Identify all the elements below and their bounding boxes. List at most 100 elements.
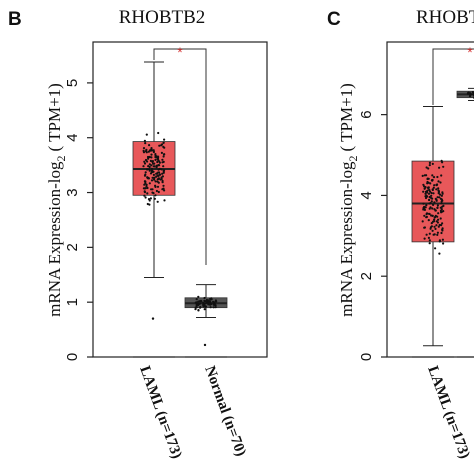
data-point	[152, 192, 155, 195]
data-point	[162, 141, 165, 144]
data-point	[154, 156, 157, 159]
data-point	[151, 171, 154, 174]
data-point	[432, 203, 435, 206]
data-point	[161, 175, 164, 178]
data-point	[148, 169, 151, 172]
y-tick-label-2: 2	[64, 243, 81, 251]
data-point	[161, 181, 164, 184]
x-category-label-0: LAML (n=173)	[136, 364, 184, 461]
panel-c-title: RHOBTB	[416, 7, 474, 28]
data-point	[157, 168, 160, 171]
data-point	[435, 224, 438, 227]
data-point-outlier	[203, 343, 207, 347]
data-point	[202, 304, 205, 307]
data-point	[161, 188, 164, 191]
data-point	[433, 201, 436, 204]
data-point	[431, 214, 434, 217]
data-point	[152, 173, 155, 176]
data-point	[197, 309, 200, 312]
data-point	[152, 149, 155, 152]
data-point	[149, 149, 152, 152]
data-point	[197, 295, 200, 298]
panel-letter-b: B	[8, 9, 22, 30]
data-point	[433, 233, 436, 236]
data-point	[197, 300, 200, 303]
y-tick-label-4: 4	[358, 191, 375, 199]
data-point	[431, 174, 434, 177]
data-point	[147, 150, 150, 153]
data-point	[207, 303, 210, 306]
data-point	[149, 159, 152, 162]
data-point	[163, 146, 166, 149]
panel-b: B RHOBTB2 mRNA Expression-log2 ( TPM+1) 0…	[8, 7, 268, 461]
data-point	[436, 175, 439, 179]
data-point	[162, 160, 165, 163]
data-point	[428, 164, 431, 167]
data-point	[157, 181, 160, 184]
data-point	[194, 306, 197, 309]
data-point	[439, 181, 442, 184]
data-point	[160, 144, 163, 147]
data-point	[441, 229, 444, 232]
data-point	[148, 182, 151, 185]
data-point	[146, 176, 149, 179]
data-point	[158, 144, 161, 147]
data-point	[143, 174, 147, 177]
data-point	[428, 207, 431, 210]
data-point	[438, 196, 441, 199]
y-tick-label-6: 6	[358, 110, 375, 118]
data-point	[425, 233, 428, 236]
data-point	[151, 188, 154, 191]
data-point	[428, 212, 431, 216]
data-point	[422, 183, 425, 186]
data-point	[163, 138, 166, 141]
data-point	[143, 160, 146, 163]
data-point	[146, 155, 150, 159]
data-point	[162, 171, 165, 174]
panel-b-plot: 0 1 2 3 4 5 LAML (n=173) Normal (n=70)	[64, 48, 249, 461]
data-point	[157, 190, 160, 194]
data-point	[431, 207, 434, 210]
data-point	[144, 196, 147, 199]
data-point	[143, 191, 147, 194]
data-point	[428, 198, 431, 201]
data-point	[436, 231, 439, 234]
data-point	[143, 180, 146, 183]
data-point	[440, 208, 443, 211]
data-point	[155, 164, 158, 167]
data-point	[199, 306, 202, 309]
data-point	[156, 157, 159, 161]
data-point	[434, 209, 437, 212]
y-tick-label-0: 0	[358, 353, 375, 361]
data-point	[150, 179, 154, 182]
panel-letter-c: C	[327, 9, 341, 30]
data-point	[435, 188, 438, 191]
data-point	[441, 222, 444, 225]
panel-b-plot-frame	[92, 41, 268, 358]
box-0	[411, 160, 455, 243]
data-point	[428, 242, 431, 245]
data-point	[202, 301, 205, 304]
data-point	[142, 147, 146, 150]
data-point	[432, 186, 435, 189]
data-point	[143, 183, 146, 186]
data-point	[437, 225, 440, 228]
data-point	[199, 299, 203, 302]
panel-b-ylabel-sub: 2	[54, 155, 68, 161]
data-point	[146, 168, 149, 171]
data-point	[148, 144, 151, 147]
panel-c-significance: *	[467, 44, 473, 60]
data-point	[425, 216, 428, 219]
data-point	[155, 189, 158, 193]
data-point	[427, 181, 430, 184]
data-point	[433, 216, 437, 219]
data-point	[149, 197, 152, 200]
data-point	[433, 225, 436, 228]
data-point	[437, 189, 440, 192]
data-point	[143, 162, 147, 165]
data-point	[145, 185, 148, 188]
data-point	[471, 91, 474, 94]
data-point	[436, 206, 439, 209]
data-point	[439, 193, 442, 196]
data-point	[153, 197, 156, 200]
